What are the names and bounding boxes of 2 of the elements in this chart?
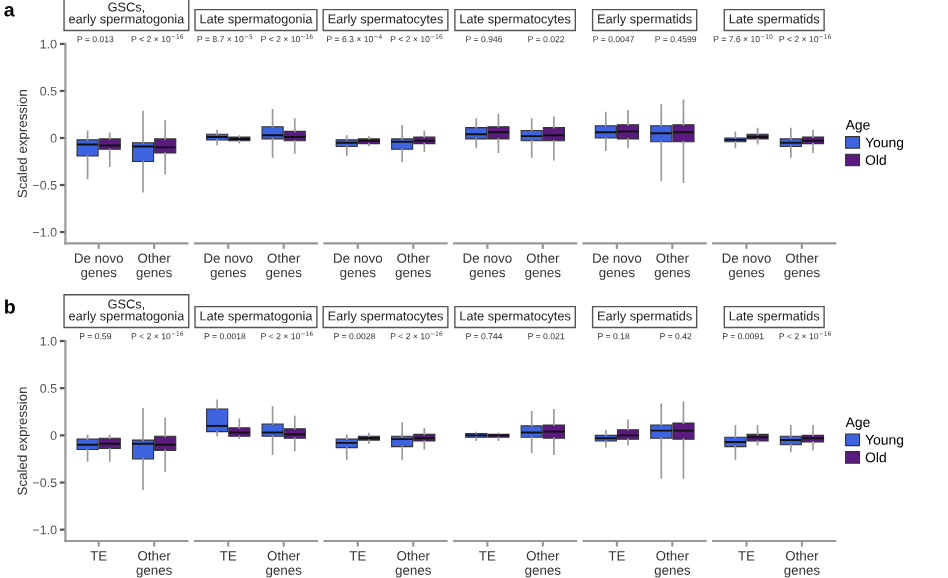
text: b	[5, 299, 15, 314]
text: a	[4, 5, 15, 17]
